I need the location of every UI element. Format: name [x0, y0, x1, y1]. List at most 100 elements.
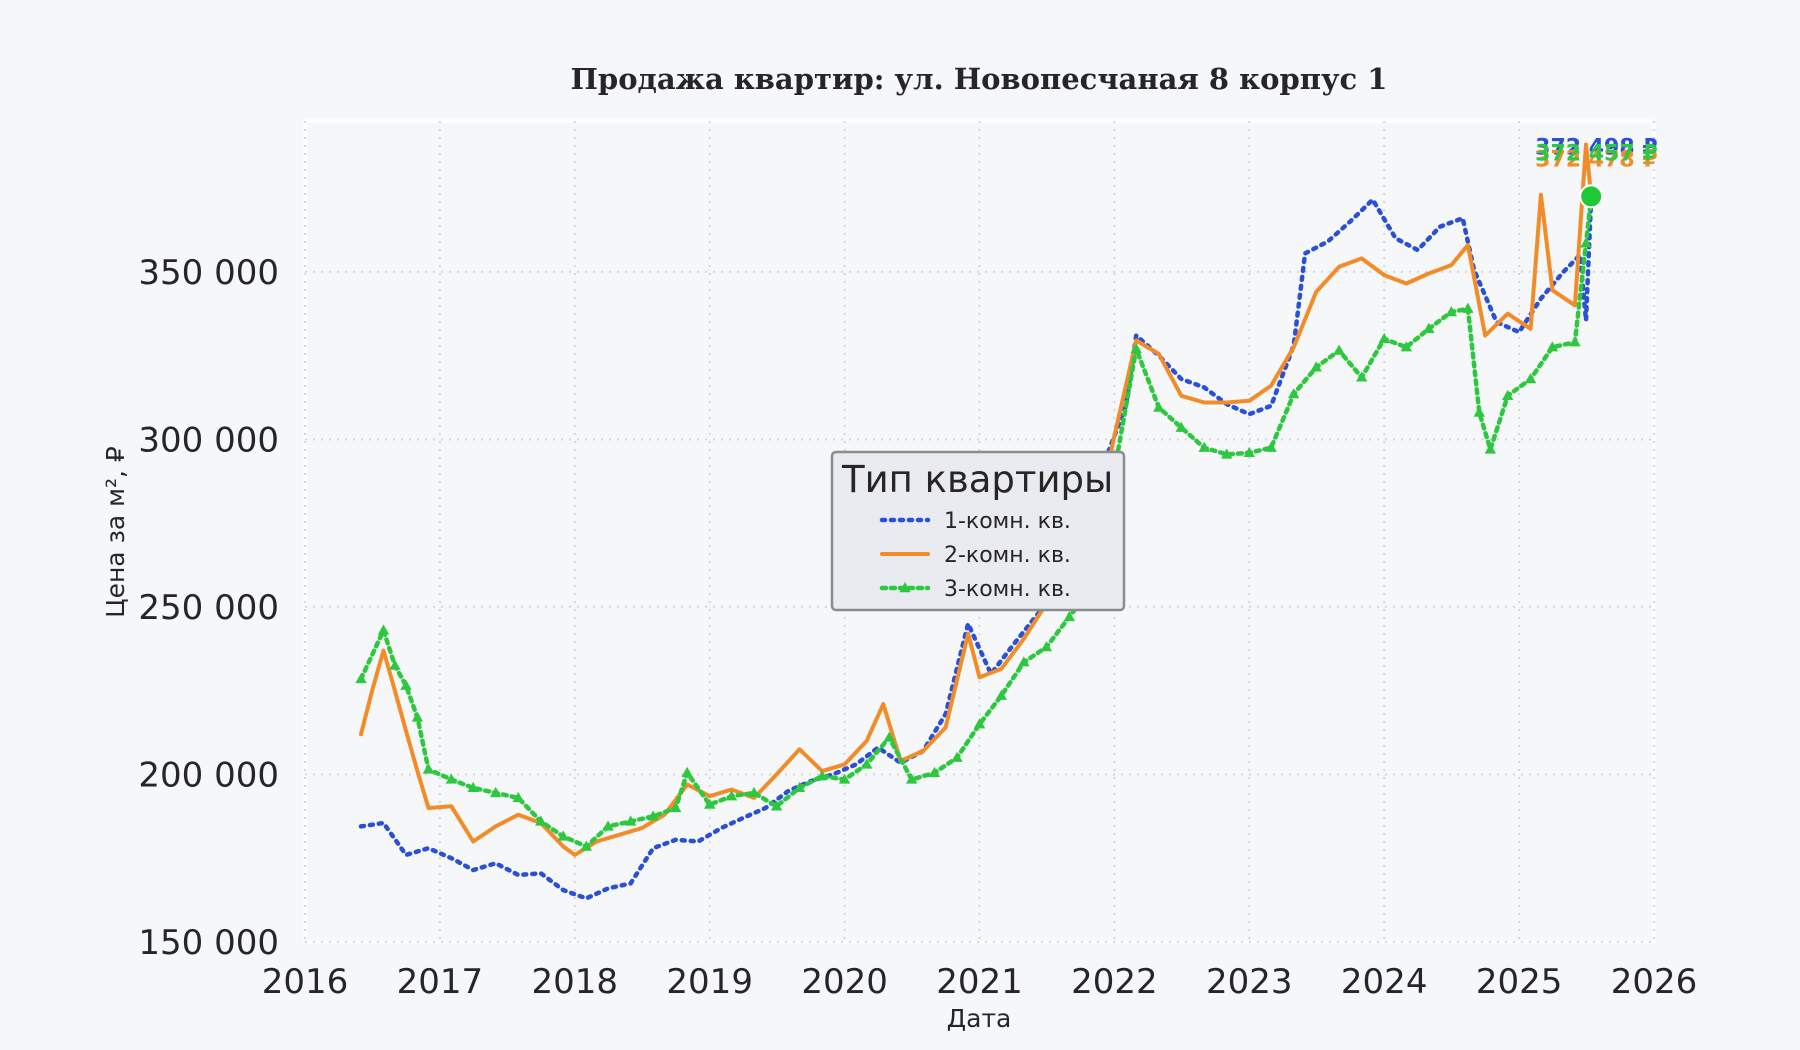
- data-point: [905, 773, 918, 784]
- data-point: [389, 659, 401, 670]
- data-point: [995, 689, 1008, 700]
- data-point: [1355, 371, 1368, 382]
- latest-point-marker: [1579, 184, 1604, 209]
- data-point: [557, 830, 570, 841]
- x-tick-label: 2019: [666, 962, 753, 1002]
- data-point: [669, 801, 682, 813]
- data-point: [1221, 448, 1233, 459]
- data-point: [1310, 361, 1322, 372]
- y-tick-label: 350 000: [138, 253, 279, 293]
- data-point: [861, 758, 873, 769]
- x-tick-label: 2025: [1476, 962, 1563, 1002]
- series-line: [358, 194, 1594, 901]
- data-point: [422, 763, 435, 774]
- data-point: [512, 791, 524, 803]
- legend-label: 2-комн. кв.: [944, 543, 1071, 568]
- data-point: [1153, 401, 1165, 412]
- data-point: [1333, 344, 1345, 355]
- legend-box: [830, 450, 1126, 612]
- data-point: [1484, 443, 1497, 454]
- data-point: [770, 800, 783, 811]
- data-point: [1243, 446, 1255, 457]
- data-point: [467, 781, 479, 793]
- legend-marker: [899, 582, 911, 593]
- axes: 2016 2017 2018 2019 2020 2021 2022 2023 2024 2025…: [138, 253, 1697, 1002]
- data-point: [951, 751, 963, 762]
- legend: Тип квартиры 1-комн. кв. 2-комн. кв. 3-комн…: [830, 450, 1126, 612]
- x-tick-label: 2016: [262, 962, 349, 1002]
- y-tick-label: 150 000: [138, 923, 279, 963]
- y-axis-label: Цена за м², ₽: [101, 446, 130, 618]
- data-point: [793, 781, 806, 793]
- data-point: [411, 711, 424, 722]
- series-1: [358, 194, 1594, 901]
- x-tick-label: 2020: [801, 962, 888, 1002]
- data-point: [1175, 421, 1187, 432]
- grid: [304, 121, 1655, 943]
- data-point: [1580, 237, 1592, 248]
- x-tick-label: 2018: [532, 962, 619, 1002]
- data-point: [1524, 373, 1537, 384]
- data-point: [355, 672, 367, 684]
- data-point: [816, 770, 828, 781]
- legend-entry: 1-комн. кв.: [879, 509, 1071, 534]
- series-line: [359, 142, 1594, 857]
- x-axis-label: Дата: [947, 1004, 1012, 1033]
- x-tick-label: 2017: [397, 962, 484, 1002]
- chart-title: Продажа квартир: ул. Новопесчаная 8 корп…: [571, 62, 1388, 96]
- data-point: [624, 815, 637, 826]
- x-tick-label: 2021: [936, 962, 1023, 1002]
- y-tick-label: 200 000: [138, 755, 279, 795]
- y-tick-label: 250 000: [138, 588, 279, 628]
- data-point: [1018, 656, 1030, 667]
- y-tick-label: 300 000: [138, 420, 279, 460]
- data-point: [748, 786, 760, 798]
- data-point: [1198, 441, 1210, 452]
- data-point: [580, 840, 592, 851]
- data-point: [883, 731, 895, 742]
- legend-title: Тип квартиры: [841, 458, 1113, 501]
- data-point: [1569, 336, 1581, 347]
- data-point: [602, 820, 614, 831]
- data-point: [400, 679, 412, 690]
- data-point: [647, 810, 659, 821]
- series-3: [355, 190, 1597, 851]
- data-point: [1265, 441, 1277, 452]
- x-tick-label: 2023: [1206, 962, 1293, 1002]
- x-tick-label: 2024: [1341, 962, 1428, 1002]
- data-point: [1400, 341, 1413, 352]
- data-point: [1287, 388, 1300, 399]
- data-point: [725, 790, 738, 801]
- data-point: [490, 786, 502, 798]
- legend-entry: 2-комн. кв.: [880, 543, 1071, 568]
- data-point: [1445, 306, 1457, 317]
- legend-label: 3-комн. кв.: [944, 577, 1071, 602]
- x-tick-label: 2022: [1071, 962, 1158, 1002]
- data-point: [1462, 302, 1474, 313]
- data-point: [445, 773, 458, 784]
- data-point: [377, 624, 390, 635]
- data-point: [1546, 341, 1559, 352]
- data-point: [1063, 610, 1076, 622]
- series-layer: 372 498 ₽372 478 ₽372 457 ₽: [355, 135, 1658, 901]
- x-tick-label: 2026: [1611, 962, 1698, 1002]
- data-point: [1040, 641, 1053, 652]
- end-value-label: 372 478 ₽: [1535, 147, 1657, 172]
- data-point: [1473, 406, 1485, 417]
- legend-label: 1-комн. кв.: [944, 509, 1071, 534]
- data-point: [535, 815, 547, 826]
- data-point: [838, 773, 851, 784]
- legend-entry: 3-комн. кв.: [879, 577, 1071, 602]
- data-point: [1501, 389, 1514, 400]
- data-point: [928, 766, 941, 777]
- data-point: [704, 798, 716, 809]
- end-value-label: 372 457 ₽: [1535, 142, 1657, 167]
- data-point: [973, 718, 986, 729]
- data-point: [681, 766, 693, 777]
- data-point: [1423, 322, 1435, 333]
- end-value-label: 372 498 ₽: [1535, 135, 1657, 160]
- data-point: [1378, 332, 1390, 344]
- series-2: [359, 142, 1594, 857]
